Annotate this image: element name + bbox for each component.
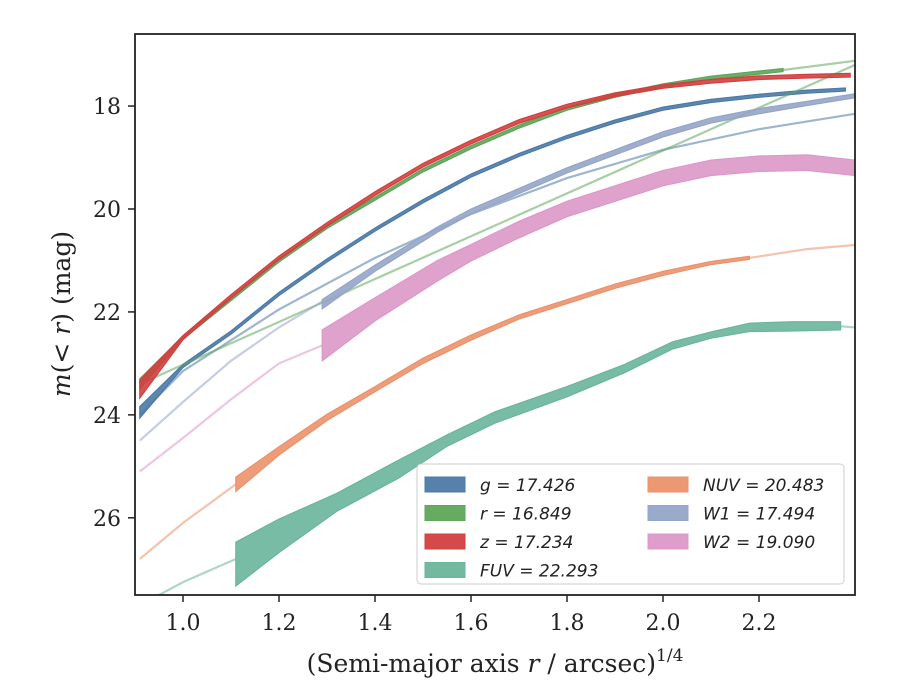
x-tick-label: 1.4 bbox=[358, 611, 393, 636]
uncertainty-band-W2 bbox=[321, 154, 855, 363]
uncertainty-band-NUV bbox=[235, 255, 750, 493]
extrapolation-line-NUV bbox=[139, 483, 237, 560]
legend-label-NUV: NUV = 20.483 bbox=[703, 476, 824, 496]
x-tick-label: 2.0 bbox=[646, 611, 681, 636]
y-axis-label: m(< r) (mag) bbox=[47, 231, 76, 397]
series-z bbox=[139, 72, 851, 400]
legend-swatch-W2 bbox=[647, 533, 689, 550]
legend-label-FUV: FUV = 22.293 bbox=[480, 562, 598, 582]
uncertainty-band-r bbox=[139, 67, 784, 391]
x-axis-ticks: 1.0 1.2 1.4 1.6 1.8 2.0 2.2 bbox=[166, 595, 777, 636]
y-tick-label: 20 bbox=[93, 198, 121, 223]
y-tick-label: 18 bbox=[93, 95, 121, 120]
legend-label-W2: W2 = 19.090 bbox=[703, 533, 815, 553]
x-tick-label: 1.2 bbox=[262, 611, 297, 636]
x-tick-label: 1.0 bbox=[166, 611, 201, 636]
extrapolation-line-W2 bbox=[139, 344, 323, 473]
legend-label-W1: W1 = 17.494 bbox=[703, 505, 815, 525]
series-W1 bbox=[139, 93, 855, 442]
plot-frame bbox=[134, 33, 856, 596]
tail-line-r bbox=[782, 59, 855, 72]
legend-label-r: r = 16.849 bbox=[480, 505, 572, 525]
extrapolation-line-FUV bbox=[158, 557, 237, 595]
tail-line-FUV bbox=[840, 325, 855, 329]
y-tick-label: 24 bbox=[93, 404, 121, 429]
uncertainty-band-z bbox=[139, 72, 851, 400]
tail-line-NUV bbox=[749, 243, 855, 259]
x-tick-label: 1.8 bbox=[550, 611, 585, 636]
legend-swatch-g bbox=[424, 476, 466, 493]
legend-swatch-W1 bbox=[647, 505, 689, 521]
legend: g = 17.426 r = 16.849 z = 17.234 FUV = 22.2… bbox=[416, 463, 845, 585]
legend-swatch-NUV bbox=[647, 476, 689, 493]
extrapolation-line-W1 bbox=[139, 300, 323, 442]
legend-swatch-FUV bbox=[424, 562, 466, 578]
legend-label-z: z = 17.234 bbox=[479, 533, 573, 553]
uncertainty-band-FUV bbox=[235, 321, 842, 588]
legend-label-g: g = 17.426 bbox=[480, 476, 576, 496]
series-NUV bbox=[139, 243, 855, 560]
x-tick-label: 2.2 bbox=[742, 611, 777, 636]
x-axis-label: (Semi-major axis r / arcsec)1/4 bbox=[307, 646, 684, 678]
y-tick-label: 26 bbox=[93, 507, 121, 532]
x-tick-label: 1.6 bbox=[454, 611, 489, 636]
series-W2 bbox=[139, 154, 855, 473]
uncertainty-band-g bbox=[139, 87, 846, 420]
y-axis-ticks: 18 20 22 24 26 bbox=[93, 95, 135, 532]
y-tick-label: 22 bbox=[93, 301, 121, 326]
uncertainty-band-W1 bbox=[321, 93, 855, 310]
series-layer bbox=[139, 59, 855, 595]
legend-box bbox=[416, 463, 845, 585]
legend-swatch-z bbox=[424, 533, 466, 550]
legend-swatch-r bbox=[424, 505, 466, 521]
series-FUV bbox=[158, 321, 855, 595]
